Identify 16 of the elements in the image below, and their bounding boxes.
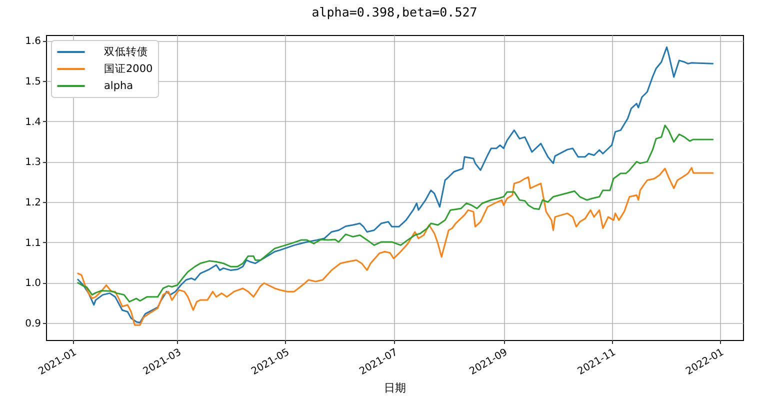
y-tick-label: 1.3 <box>25 157 41 168</box>
line-series <box>77 166 714 326</box>
y-tick-label: 1.4 <box>25 116 41 128</box>
legend-label: 双低转债 <box>104 46 148 58</box>
y-tick-label: 1.2 <box>25 198 41 209</box>
y-tick-label: 1.0 <box>25 278 41 290</box>
legend-label: 国证2000 <box>104 63 153 75</box>
y-tick-label: 1.1 <box>25 238 41 249</box>
y-tick-label: 0.9 <box>25 318 41 330</box>
y-tick-label: 1.5 <box>25 76 41 88</box>
x-axis-title: 日期 <box>384 382 406 395</box>
line-series <box>77 46 714 324</box>
legend-label: alpha <box>104 80 134 92</box>
y-tick-label: 1.6 <box>25 36 41 48</box>
chart-title: alpha=0.398,beta=0.527 <box>312 4 478 20</box>
line-series <box>77 124 714 302</box>
